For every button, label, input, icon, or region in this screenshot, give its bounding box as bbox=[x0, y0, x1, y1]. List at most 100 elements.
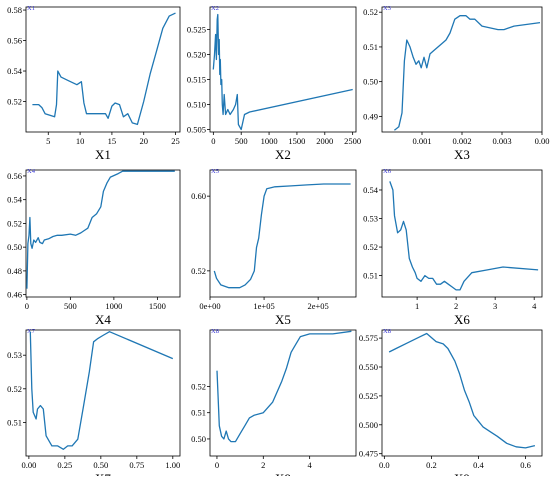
chart-6-ytick-label: 0.53 bbox=[363, 214, 378, 224]
chart-3-ytick-label: 0.49 bbox=[363, 111, 378, 121]
chart-2-xtick-label: 500 bbox=[235, 136, 248, 146]
chart-3-series-line bbox=[393, 15, 541, 131]
chart-9-series-line bbox=[388, 332, 536, 449]
chart-3-ytick-label: 0.52 bbox=[363, 7, 378, 17]
chart-8-corner-label: X8 bbox=[211, 328, 219, 335]
chart-9-ytick-label: 0.525 bbox=[359, 391, 378, 401]
chart-8-series-line bbox=[216, 330, 352, 443]
chart-2-ytick-label: 0.520 bbox=[187, 50, 206, 60]
chart-3-ytick-label: 0.50 bbox=[363, 77, 378, 87]
chart-1-xtick-label: 5 bbox=[46, 136, 50, 146]
chart-4-frame bbox=[25, 169, 181, 298]
chart-7-xtick-label: 1.00 bbox=[165, 460, 180, 470]
chart-9-xtick-label: 0.4 bbox=[473, 460, 484, 470]
chart-4-ytick-label: 0.52 bbox=[7, 218, 22, 228]
chart-4-ytick-label: 0.48 bbox=[7, 266, 22, 276]
chart-7-xtick-label: 0.25 bbox=[57, 460, 72, 470]
chart-3-xtick-label: 0.00 bbox=[535, 136, 550, 146]
chart-9-frame bbox=[381, 329, 543, 457]
chart-7-xtick-label: 0.00 bbox=[21, 460, 36, 470]
chart-8-ytick-label: 0.50 bbox=[191, 434, 206, 444]
chart-1-ytick-label: 0.54 bbox=[7, 66, 23, 76]
chart-1-xtick-label: 25 bbox=[171, 136, 180, 146]
chart-3-xtick-label: 0.002 bbox=[452, 136, 471, 146]
chart-9-ytick-label: 0.475 bbox=[359, 449, 378, 459]
chart-3-ytick-label: 0.51 bbox=[363, 42, 378, 52]
chart-8-xlabel: X8 bbox=[275, 471, 291, 476]
chart-1-ytick-label: 0.52 bbox=[7, 97, 22, 107]
chart-6-frame bbox=[381, 169, 543, 298]
chart-4-ytick-label: 0.56 bbox=[7, 171, 22, 181]
chart-7-ytick-label: 0.52 bbox=[7, 384, 22, 394]
chart-9-xtick-label: 0.0 bbox=[379, 460, 390, 470]
chart-3-xtick-label: 0.003 bbox=[492, 136, 511, 146]
chart-4-corner-label: X4 bbox=[27, 168, 36, 175]
chart-6-xtick-label: 2 bbox=[454, 301, 458, 311]
chart-9-xlabel: X9 bbox=[454, 471, 470, 476]
chart-6-xtick-label: 1 bbox=[415, 301, 419, 311]
chart-6-ytick-label: 0.54 bbox=[363, 185, 379, 195]
chart-1-xtick-label: 15 bbox=[108, 136, 117, 146]
chart-7-frame bbox=[25, 329, 181, 457]
chart-2-xtick-label: 1500 bbox=[288, 136, 305, 146]
chart-7-series-line bbox=[29, 331, 174, 450]
chart-2-series-line bbox=[212, 13, 353, 131]
chart-3-corner-label: X3 bbox=[383, 5, 391, 12]
chart-1-corner-label: X1 bbox=[27, 5, 35, 12]
chart-5-xtick-label: 2e+05 bbox=[307, 301, 328, 311]
chart-6-series-line bbox=[389, 181, 539, 291]
chart-2-xtick-label: 2000 bbox=[316, 136, 333, 146]
chart-1-series-line bbox=[32, 12, 176, 126]
chart-5-xtick-label: 0e+00 bbox=[199, 301, 220, 311]
chart-8-ytick-label: 0.52 bbox=[191, 381, 206, 391]
chart-5-frame bbox=[209, 169, 357, 298]
chart-3-xtick-label: 0.001 bbox=[412, 136, 431, 146]
chart-6-xlabel: X6 bbox=[454, 312, 470, 327]
chart-2-xtick-label: 2500 bbox=[344, 136, 361, 146]
chart-8-ytick-label: 0.51 bbox=[191, 408, 206, 418]
chart-1-ytick-label: 0.56 bbox=[7, 36, 22, 46]
chart-7-ytick-label: 0.51 bbox=[7, 417, 22, 427]
chart-6-ytick-label: 0.52 bbox=[363, 242, 378, 252]
chart-9-ytick-label: 0.500 bbox=[359, 420, 378, 430]
chart-2-xtick-label: 0 bbox=[211, 136, 215, 146]
chart-7-corner-label: X7 bbox=[27, 328, 36, 335]
chart-5-series-line bbox=[213, 183, 351, 289]
chart-7-xlabel: X7 bbox=[95, 471, 111, 476]
chart-4-ytick-label: 0.54 bbox=[7, 195, 23, 205]
chart-1-xtick-label: 20 bbox=[139, 136, 148, 146]
chart-4-xtick-label: 0 bbox=[25, 301, 29, 311]
chart-1-frame bbox=[25, 6, 181, 133]
chart-5-xtick-label: 1e+05 bbox=[253, 301, 274, 311]
chart-8-xtick-label: 0 bbox=[215, 460, 219, 470]
chart-5-ytick-label: 0.52 bbox=[191, 266, 206, 276]
chart-5-corner-label: X5 bbox=[211, 168, 219, 175]
chart-4-xlabel: X4 bbox=[95, 312, 111, 327]
chart-6-xtick-label: 4 bbox=[532, 301, 537, 311]
chart-9-xtick-label: 0.2 bbox=[426, 460, 437, 470]
chart-6-ytick-label: 0.51 bbox=[363, 271, 378, 281]
chart-6-corner-label: X6 bbox=[383, 168, 392, 175]
chart-9-xtick-label: 0.6 bbox=[520, 460, 531, 470]
chart-2-ytick-label: 0.515 bbox=[187, 75, 206, 85]
chart-7-xtick-label: 0.50 bbox=[93, 460, 108, 470]
chart-3-xlabel: X3 bbox=[454, 147, 470, 162]
chart-2-corner-label: X2 bbox=[211, 5, 219, 12]
chart-8-xtick-label: 4 bbox=[308, 460, 313, 470]
chart-8-xtick-label: 2 bbox=[261, 460, 265, 470]
chart-6-xtick-label: 3 bbox=[493, 301, 497, 311]
chart-4-ytick-label: 0.46 bbox=[7, 290, 22, 300]
chart-2-ytick-label: 0.510 bbox=[187, 100, 206, 110]
chart-4-xtick-label: 500 bbox=[64, 301, 77, 311]
chart-9-ytick-label: 0.575 bbox=[359, 333, 378, 343]
chart-2-frame bbox=[209, 6, 357, 133]
chart-5-ytick-label: 0.60 bbox=[191, 191, 206, 201]
chart-1-xtick-label: 10 bbox=[76, 136, 85, 146]
chart-2-xlabel: X2 bbox=[275, 147, 291, 162]
chart-7-ytick-label: 0.53 bbox=[7, 350, 22, 360]
chart-1-ytick-label: 0.58 bbox=[7, 5, 22, 15]
chart-4-series-line bbox=[26, 170, 175, 289]
chart-8-frame bbox=[209, 329, 357, 457]
chart-2-ytick-label: 0.505 bbox=[187, 125, 206, 135]
